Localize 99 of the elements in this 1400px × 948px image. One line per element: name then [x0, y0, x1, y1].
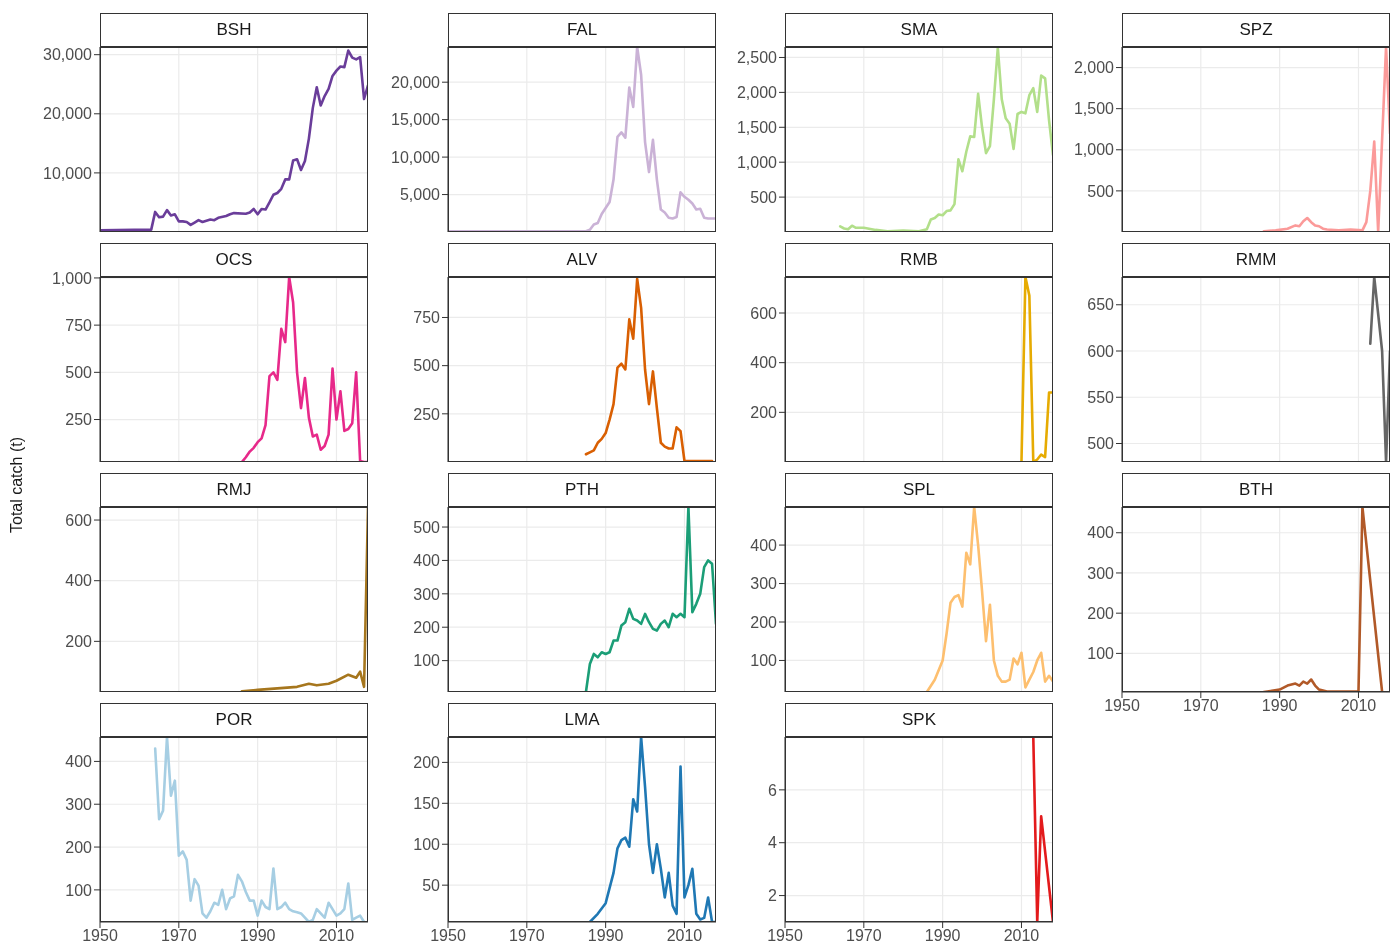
y-tick-label: 500 — [413, 518, 441, 536]
line-series — [1020, 277, 1053, 462]
y-tick-label: 1,000 — [51, 269, 93, 287]
y-tick-label: 200 — [1087, 604, 1115, 622]
chart-title: LMA — [448, 703, 716, 737]
y-tick-label: 5,000 — [399, 186, 441, 204]
y-tick-label: 300 — [413, 585, 441, 603]
x-tick-label: 2010 — [318, 927, 355, 945]
x-tick-label: 1950 — [430, 927, 466, 945]
y-tick-label: 1,500 — [736, 118, 778, 136]
line-series — [584, 507, 716, 692]
line-series — [588, 737, 716, 922]
x-tick-label: 1970 — [846, 927, 882, 945]
y-tick-label: 500 — [1087, 182, 1115, 200]
chart-title: SPK — [785, 703, 1053, 737]
line-series — [1262, 47, 1390, 232]
chart-title: SPL — [785, 473, 1053, 507]
y-tick-label: 200 — [413, 754, 441, 772]
y-tick-label: 15,000 — [391, 111, 441, 129]
y-tick-label: 10,000 — [43, 164, 93, 182]
x-tick-label: 1990 — [924, 927, 961, 945]
y-tick-label: 100 — [750, 652, 778, 670]
x-tick-label: 1990 — [1261, 697, 1298, 715]
y-tick-label: 2,000 — [736, 84, 778, 102]
x-tick-label: 1970 — [161, 927, 197, 945]
y-tick-label: 200 — [750, 404, 778, 422]
y-tick-label: 100 — [1087, 645, 1115, 663]
y-tick-label: 500 — [1087, 435, 1115, 453]
chart-title: BTH — [1122, 473, 1390, 507]
line-series — [584, 277, 714, 462]
y-tick-label: 300 — [1087, 564, 1115, 582]
y-tick-label: 2 — [768, 887, 778, 905]
y-tick-label: 650 — [1087, 296, 1115, 314]
y-tick-label: 750 — [65, 316, 93, 334]
y-tick-label: 200 — [750, 613, 778, 631]
y-tick-label: 250 — [413, 405, 441, 423]
chart-title: PTH — [448, 473, 716, 507]
x-tick-label: 2010 — [666, 927, 703, 945]
y-tick-label: 200 — [413, 618, 441, 636]
y-tick-label: 20,000 — [43, 105, 93, 123]
y-tick-label: 500 — [413, 357, 441, 375]
chart-title: POR — [100, 703, 368, 737]
y-tick-label: 20,000 — [391, 73, 441, 91]
y-tick-label: 750 — [413, 309, 441, 327]
y-tick-label: 400 — [750, 536, 778, 554]
x-tick-label: 1970 — [1183, 697, 1219, 715]
y-tick-label: 2,500 — [736, 49, 778, 67]
chart-title: RMJ — [100, 473, 368, 507]
y-tick-label: 6 — [768, 781, 778, 799]
line-series — [1262, 507, 1384, 692]
line-series — [925, 507, 1053, 692]
y-tick-label: 200 — [65, 633, 93, 651]
x-tick-label: 1950 — [1104, 697, 1140, 715]
y-tick-label: 200 — [65, 838, 93, 856]
line-series — [1368, 277, 1390, 462]
line-series — [153, 737, 366, 922]
y-tick-label: 600 — [65, 511, 93, 529]
x-tick-label: 1990 — [239, 927, 276, 945]
y-tick-label: 600 — [750, 304, 778, 322]
y-tick-label: 250 — [65, 411, 93, 429]
y-tick-label: 50 — [422, 876, 441, 894]
y-tick-label: 400 — [413, 552, 441, 570]
chart-title: BSH — [100, 13, 368, 47]
y-tick-label: 4 — [768, 834, 778, 852]
x-tick-label: 2010 — [1340, 697, 1377, 715]
chart-title: FAL — [448, 13, 716, 47]
y-axis-title: Total catch (t) — [8, 436, 26, 534]
x-tick-label: 1990 — [587, 927, 624, 945]
y-tick-label: 1,000 — [736, 153, 778, 171]
chart-title: RMB — [785, 243, 1053, 277]
y-tick-label: 600 — [1087, 342, 1115, 360]
y-tick-label: 500 — [65, 364, 93, 382]
line-series — [838, 47, 1053, 232]
y-tick-label: 1,500 — [1073, 100, 1115, 118]
y-tick-label: 1,000 — [1073, 141, 1115, 159]
y-tick-label: 30,000 — [43, 46, 93, 64]
y-tick-label: 400 — [65, 572, 93, 590]
y-tick-label: 500 — [750, 188, 778, 206]
chart-title: ALV — [448, 243, 716, 277]
y-tick-label: 100 — [413, 835, 441, 853]
chart-title: OCS — [100, 243, 368, 277]
y-tick-label: 2,000 — [1073, 59, 1115, 77]
x-tick-label: 1950 — [767, 927, 803, 945]
y-tick-label: 300 — [65, 795, 93, 813]
chart-title: SPZ — [1122, 13, 1390, 47]
chart-title: SMA — [785, 13, 1053, 47]
y-tick-label: 550 — [1087, 388, 1115, 406]
x-tick-label: 1970 — [509, 927, 545, 945]
chart-title: RMM — [1122, 243, 1390, 277]
x-tick-label: 1950 — [82, 927, 118, 945]
y-tick-label: 400 — [65, 753, 93, 771]
y-tick-label: 150 — [413, 794, 441, 812]
y-tick-label: 10,000 — [391, 148, 441, 166]
y-tick-label: 400 — [1087, 524, 1115, 542]
y-tick-label: 400 — [750, 354, 778, 372]
x-tick-label: 2010 — [1003, 927, 1040, 945]
y-tick-label: 100 — [413, 652, 441, 670]
y-tick-label: 100 — [65, 881, 93, 899]
y-tick-label: 300 — [750, 575, 778, 593]
